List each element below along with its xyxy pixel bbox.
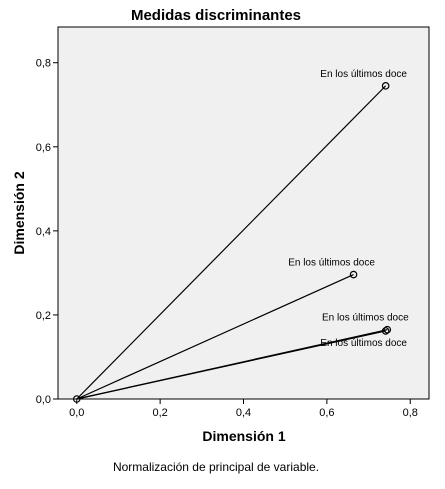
x-tick-label: 0,2 <box>152 407 167 419</box>
data-point <box>383 325 392 334</box>
point-label: En los últimos doce <box>322 313 409 324</box>
point-label: En los últimos doce <box>288 258 375 269</box>
axis-ticks: 0,0 0,2 0,4 0,6 0,8 0,0 0,2 0,4 0,6 0,8 <box>36 58 418 419</box>
x-tick-label: 0,8 <box>403 407 418 419</box>
y-tick-label: 0,2 <box>36 310 51 322</box>
origin-line <box>76 274 354 400</box>
point-label: En los últimos doce <box>320 338 407 349</box>
y-axis-title: Dimensión 2 <box>11 171 27 254</box>
data-point <box>349 270 358 279</box>
x-axis-title: Dimensión 1 <box>202 428 285 444</box>
y-tick-label: 0,4 <box>36 226 51 238</box>
data-point <box>381 327 390 335</box>
point-label: En los últimos doce <box>320 69 407 80</box>
x-tick-label: 0,0 <box>69 407 84 419</box>
chart-title: Medidas discriminantes <box>131 7 301 24</box>
x-tick-label: 0,6 <box>319 407 334 419</box>
y-tick-label: 0,6 <box>36 142 51 154</box>
chart-footnote: Normalización de principal de variable. <box>113 460 319 474</box>
origin-marker <box>72 395 81 403</box>
origin-line <box>76 330 386 400</box>
data-point <box>381 82 390 90</box>
plot-area <box>57 26 430 400</box>
data-points: En los últimos doce En los últimos doce En… <box>72 69 409 403</box>
x-tick-label: 0,4 <box>236 407 251 419</box>
origin-lines <box>76 85 388 400</box>
y-tick-label: 0,0 <box>36 394 51 406</box>
y-tick-label: 0,8 <box>36 58 51 70</box>
origin-line <box>76 85 387 400</box>
